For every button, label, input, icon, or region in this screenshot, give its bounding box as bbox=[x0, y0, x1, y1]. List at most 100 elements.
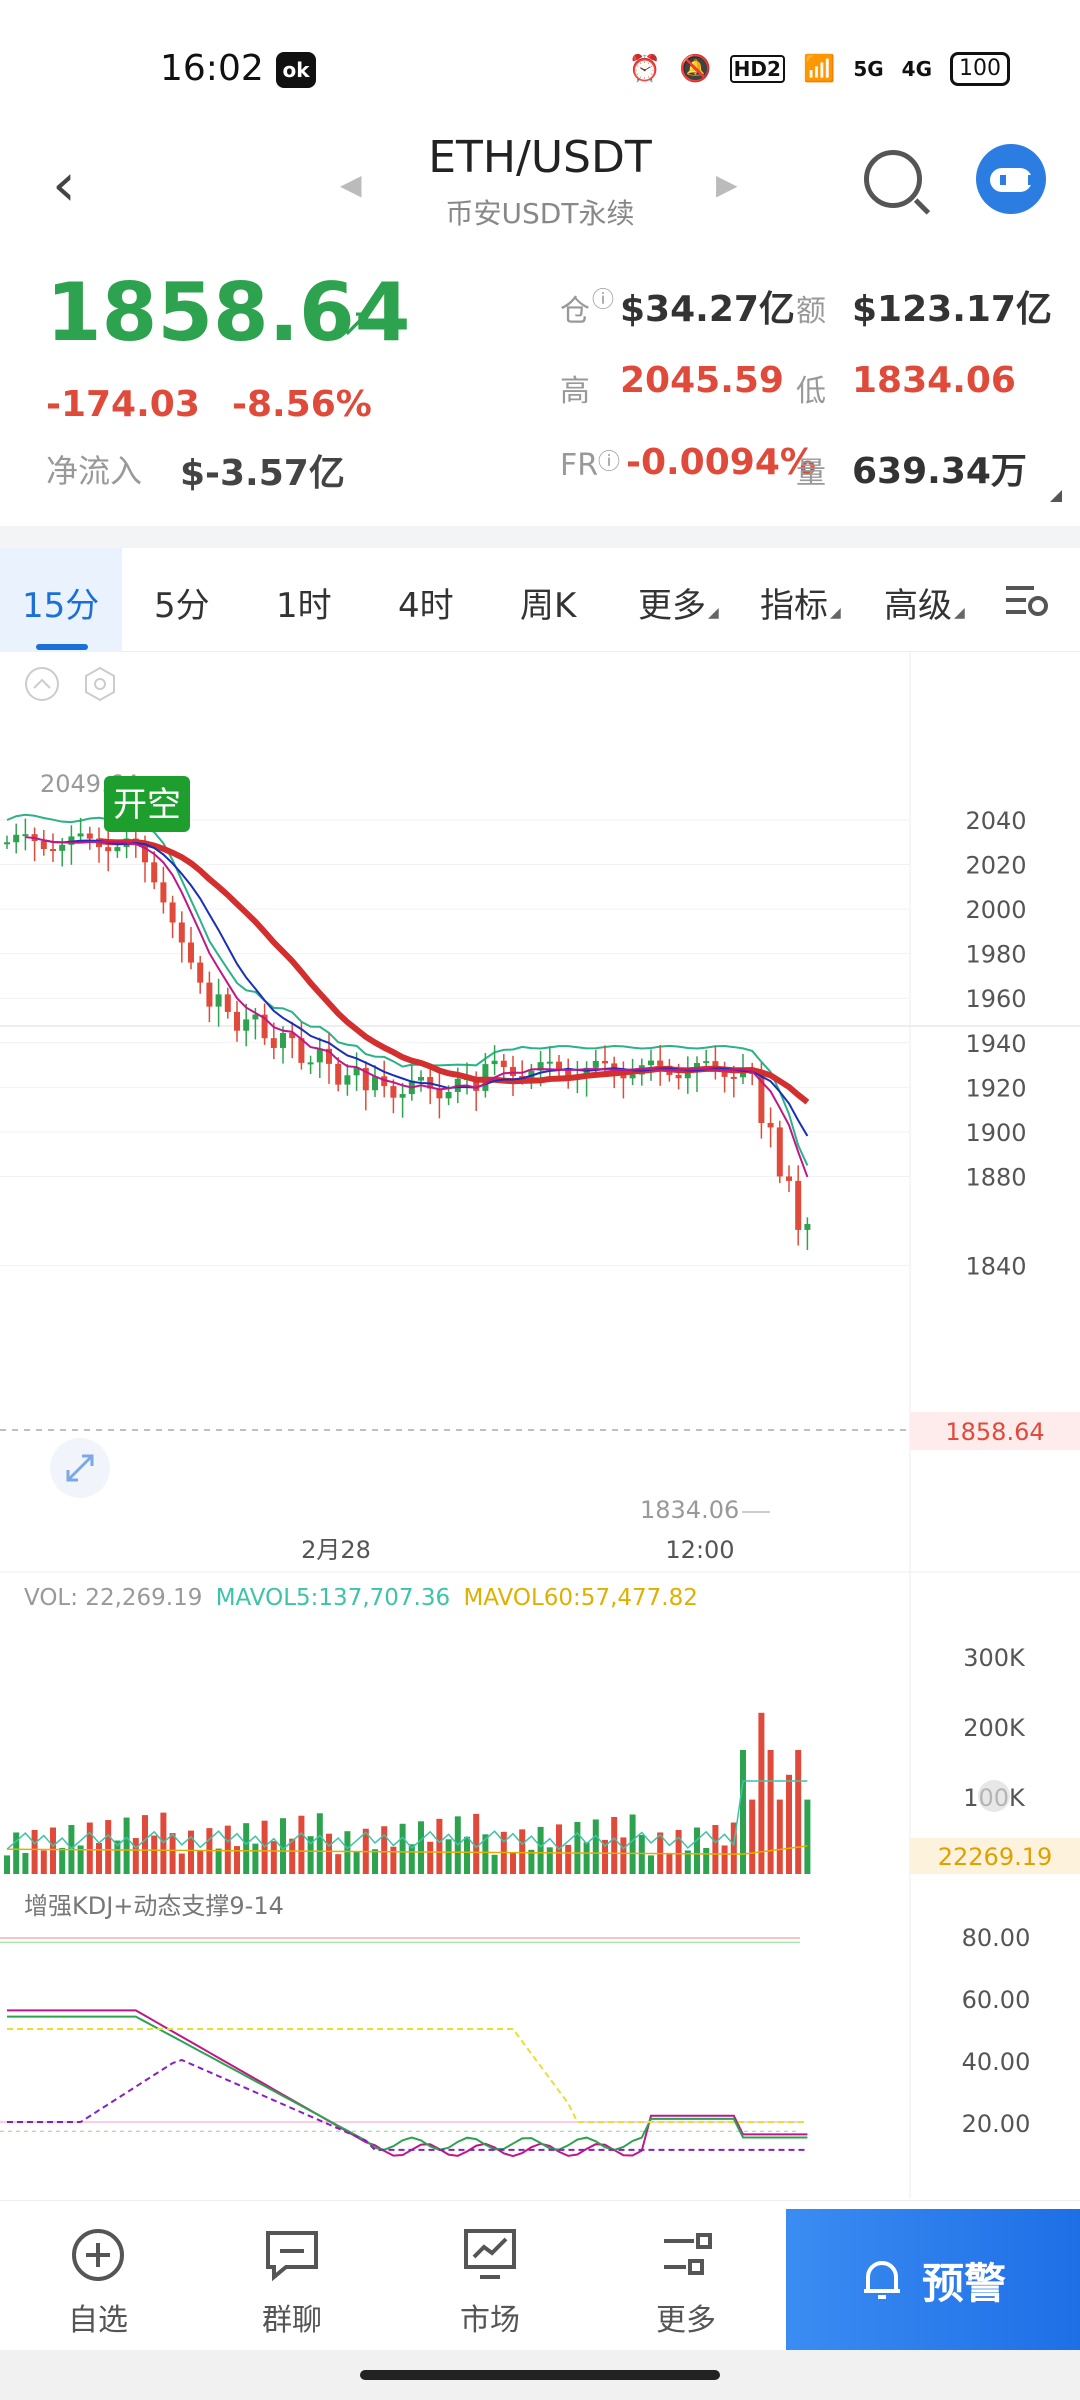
alert-button[interactable]: 预警 bbox=[786, 2209, 1080, 2351]
candle-body bbox=[206, 982, 213, 1007]
volume-bar bbox=[13, 1832, 20, 1874]
signal-4g-icon: 4G bbox=[901, 57, 932, 81]
volume-bar bbox=[408, 1844, 415, 1874]
candle-body bbox=[372, 1076, 378, 1091]
volume-bar bbox=[390, 1846, 397, 1874]
price-tick-label: 2000 bbox=[965, 896, 1026, 924]
candle-body bbox=[795, 1180, 802, 1230]
volume-bar bbox=[703, 1847, 710, 1874]
chart-settings-icon[interactable] bbox=[1004, 582, 1048, 618]
volume-bar bbox=[31, 1829, 38, 1874]
mavol60-legend: MAVOL60:57,477.82 bbox=[463, 1585, 697, 1611]
tab-advanced-label: 高级 bbox=[884, 586, 952, 626]
separator bbox=[0, 526, 1080, 548]
nav-market-label: 市场 bbox=[460, 2303, 520, 2338]
candle-body bbox=[684, 1071, 691, 1079]
next-pair-button[interactable]: ▶ bbox=[716, 168, 738, 201]
candle-body bbox=[473, 1078, 480, 1091]
volume-bar bbox=[298, 1815, 305, 1874]
high-label: 高 bbox=[560, 374, 590, 409]
net-inflow-value: $-3.57亿 bbox=[180, 453, 345, 494]
short-signal-label: 开空 bbox=[113, 785, 181, 825]
tab-4h[interactable]: 4时 bbox=[398, 586, 454, 626]
volume-bar bbox=[399, 1823, 406, 1874]
collapse-icon[interactable] bbox=[25, 667, 59, 701]
volume-bar bbox=[243, 1823, 250, 1874]
volume-bar bbox=[105, 1820, 112, 1874]
candle-body bbox=[215, 994, 222, 1007]
mavol5-legend: MAVOL5:137,707.36 bbox=[216, 1585, 450, 1611]
tab-more[interactable]: 更多 ◢ bbox=[638, 578, 719, 627]
volume-bar bbox=[721, 1845, 728, 1874]
short-signal-tag[interactable] bbox=[104, 776, 190, 832]
price-axis: 2040 2020 2000 1980 1960 1940 1920 1900 1880 1840 bbox=[965, 807, 1026, 1281]
price-tick-label: 1920 bbox=[965, 1074, 1026, 1102]
candle-body bbox=[68, 836, 75, 845]
nav-watchlist[interactable]: 自选 bbox=[38, 2227, 158, 2339]
home-indicator[interactable] bbox=[360, 2370, 720, 2380]
nav-chat[interactable]: 群聊 bbox=[232, 2227, 352, 2339]
search-icon[interactable] bbox=[864, 150, 922, 208]
candle-body bbox=[188, 942, 194, 963]
prev-pair-button[interactable]: ◀ bbox=[340, 168, 362, 201]
candle-body bbox=[234, 1011, 240, 1031]
candle-body bbox=[510, 1066, 516, 1076]
volume-label: 量 bbox=[796, 456, 826, 491]
candle-body bbox=[629, 1074, 636, 1079]
oi-label: 仓 bbox=[560, 294, 590, 329]
kdj-lines bbox=[0, 1937, 808, 2158]
tab-advanced[interactable]: 高级 ◢ bbox=[884, 578, 965, 627]
tab-more-label: 更多 bbox=[638, 586, 706, 626]
volume-bar bbox=[537, 1826, 544, 1874]
svg-text:VOL: 22,269.19 MAVOL5:13: VOL: 22,269.19 MAVOL5:137,707.36 MAVOL60… bbox=[24, 1585, 698, 1611]
volume-bar bbox=[436, 1818, 443, 1874]
volume-bar bbox=[50, 1827, 56, 1874]
candle-body bbox=[565, 1069, 572, 1078]
ma-red-line bbox=[98, 838, 810, 1105]
volume-bar bbox=[234, 1846, 240, 1874]
candle-body bbox=[648, 1060, 654, 1066]
candle-body bbox=[730, 1076, 737, 1079]
last-price: 1858.64 bbox=[46, 266, 411, 359]
chart-svg[interactable]: 2040 2020 2000 1980 1960 1940 1920 1900 1880 1840… bbox=[0, 652, 1080, 2198]
hexagon-settings-icon[interactable] bbox=[85, 666, 115, 702]
kdj-k-line bbox=[7, 2009, 808, 2158]
volume-bar bbox=[565, 1844, 572, 1874]
volume-bar bbox=[169, 1833, 176, 1874]
fr-help-icon[interactable]: ⓘ bbox=[598, 450, 621, 475]
volume-bar bbox=[197, 1851, 204, 1874]
interval-tabs: 15分 5分 1时 4时 周K 更多 ◢ 指标 ◢ 高级 ◢ bbox=[0, 548, 1080, 652]
x-label-time: 12:00 bbox=[665, 1536, 734, 1564]
tab-15m[interactable]: 15分 bbox=[22, 586, 100, 626]
volume-bar bbox=[546, 1847, 553, 1874]
tab-weekly[interactable]: 周K bbox=[520, 586, 577, 626]
expand-corner-icon[interactable] bbox=[1050, 490, 1062, 502]
alarm-icon: ⏰ bbox=[628, 54, 662, 84]
tab-indicators[interactable]: 指标 ◢ bbox=[760, 578, 841, 627]
candle-body bbox=[758, 1073, 765, 1123]
mavol5-line bbox=[6, 1780, 808, 1851]
tab-1h[interactable]: 1时 bbox=[276, 586, 332, 626]
app-notification-icon: ok bbox=[276, 52, 316, 88]
header: ‹ ◀ ETH/USDT 币安USDT永续 ▶ bbox=[0, 120, 1080, 250]
nav-market[interactable]: 市场 bbox=[430, 2227, 550, 2339]
tab-5m[interactable]: 5分 bbox=[154, 586, 210, 626]
candle-body bbox=[40, 841, 47, 850]
back-button[interactable]: ‹ bbox=[52, 150, 76, 220]
volume-bar bbox=[381, 1826, 388, 1874]
volume-bar bbox=[151, 1835, 158, 1874]
volume-bar bbox=[749, 1799, 756, 1874]
nav-more[interactable]: 更多 bbox=[626, 2227, 746, 2339]
robot-avatar-icon[interactable] bbox=[976, 144, 1046, 214]
volume-bar bbox=[464, 1836, 470, 1874]
price-tick-label: 1980 bbox=[965, 941, 1026, 969]
volume-bar bbox=[316, 1813, 323, 1874]
chart-area[interactable]: 2040 2020 2000 1980 1960 1940 1920 1900 1880 1840… bbox=[0, 652, 1080, 2198]
volume-bar bbox=[96, 1843, 102, 1874]
volume-bar bbox=[767, 1750, 774, 1874]
expand-icon bbox=[66, 1454, 94, 1482]
pair-title[interactable]: ETH/USDT bbox=[428, 132, 652, 183]
trend-arrow-icon: ↗ bbox=[340, 300, 374, 346]
oi-help-icon[interactable]: ⓘ bbox=[592, 288, 615, 313]
scroll-indicator-icon[interactable] bbox=[978, 1780, 1010, 1812]
